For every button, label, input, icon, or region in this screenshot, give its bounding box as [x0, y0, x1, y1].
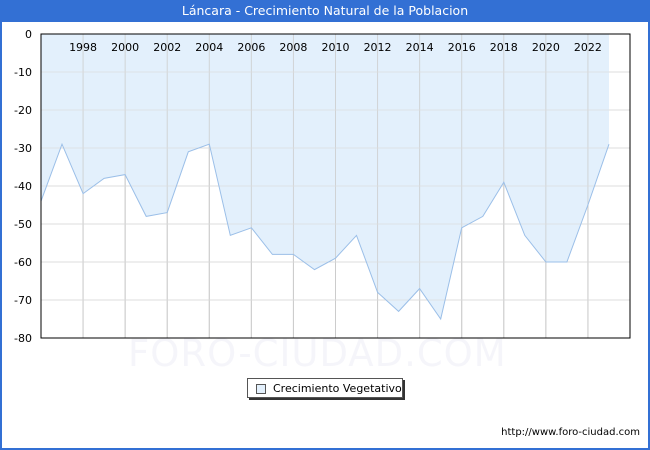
- x-tick-label: 2006: [237, 41, 265, 54]
- y-tick-label: -50: [14, 218, 32, 231]
- area-fill: [41, 34, 609, 319]
- x-tick-label: 2000: [111, 41, 139, 54]
- x-tick-label: 2004: [195, 41, 223, 54]
- x-tick-label: 2020: [532, 41, 560, 54]
- y-tick-label: -30: [14, 142, 32, 155]
- y-axis-labels: 0 -10 -20 -30 -40 -50 -60 -70 -80: [14, 28, 32, 345]
- legend-label: Crecimiento Vegetativo: [273, 382, 402, 395]
- y-tick-label: -70: [14, 294, 32, 307]
- legend: Crecimiento Vegetativo: [247, 378, 403, 398]
- legend-swatch-icon: [256, 384, 266, 394]
- x-tick-label: 2008: [279, 41, 307, 54]
- y-tick-label: -80: [14, 332, 32, 345]
- chart-title: Láncara - Crecimiento Natural de la Pobl…: [0, 0, 650, 22]
- data-line: [40, 142, 610, 321]
- x-tick-label: 2022: [574, 41, 602, 54]
- x-tick-label: 2014: [406, 41, 434, 54]
- x-tick-label: 2018: [490, 41, 518, 54]
- x-axis-labels: 1998 2000 2002 2004 2006 2008 2010 2012 2014 2016…: [69, 41, 602, 54]
- plot-area-border: [40, 33, 631, 339]
- y-tick-label: -40: [14, 180, 32, 193]
- source-url[interactable]: http://www.foro-ciudad.com: [501, 427, 640, 438]
- x-tick-label: 2016: [448, 41, 476, 54]
- y-tick-label: -10: [14, 66, 32, 79]
- y-tick-label: 0: [25, 28, 32, 41]
- x-tick-label: 2010: [322, 41, 350, 54]
- watermark: FORO-CIUDAD.COM: [128, 332, 507, 375]
- y-tick-label: -20: [14, 104, 32, 117]
- x-tick-label: 1998: [69, 41, 97, 54]
- y-tick-label: -60: [14, 256, 32, 269]
- x-tick-label: 2002: [153, 41, 181, 54]
- x-tick-label: 2012: [364, 41, 392, 54]
